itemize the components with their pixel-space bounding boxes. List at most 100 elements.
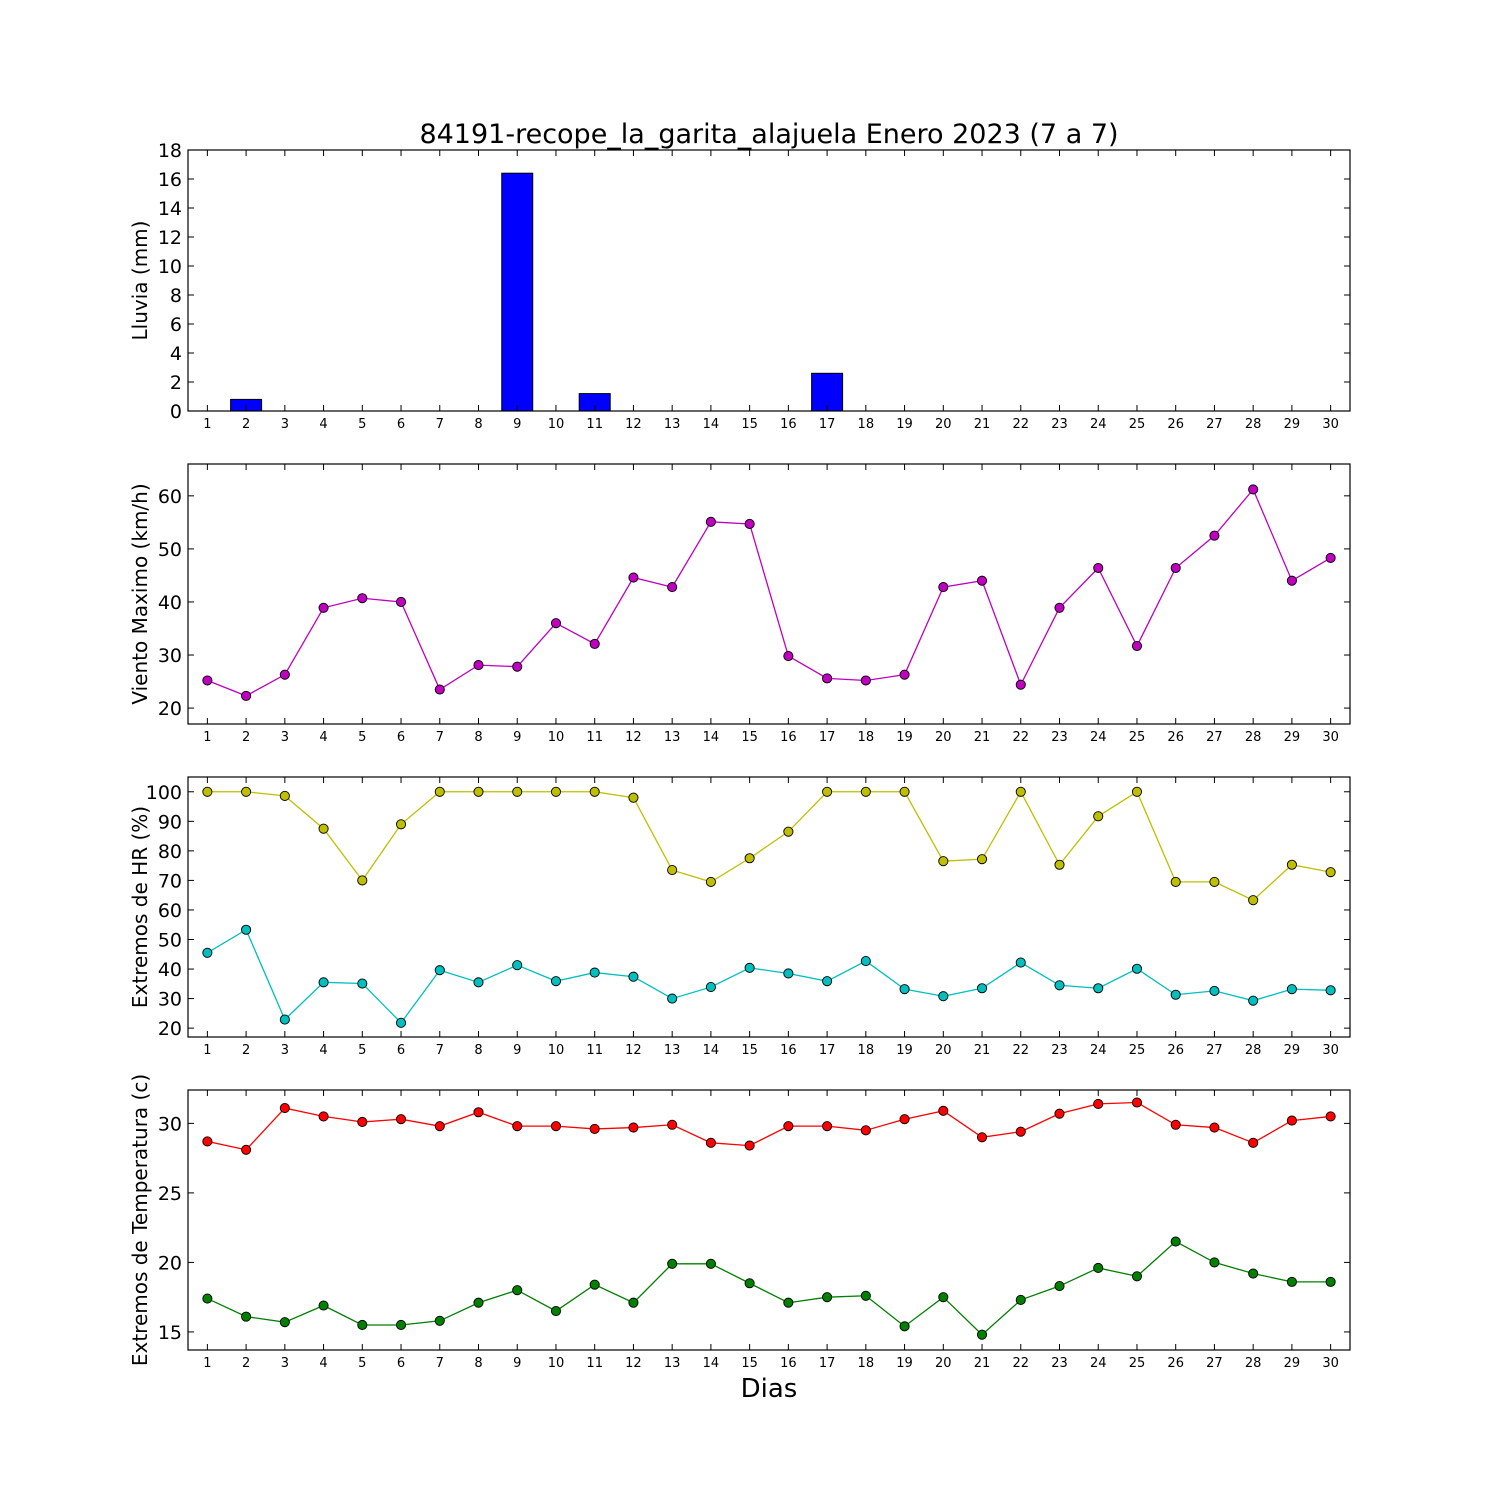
ytick-label: 20 <box>158 1252 182 1274</box>
xtick-label: 28 <box>1245 730 1262 745</box>
xtick-label: 16 <box>780 417 797 432</box>
xtick-label: 30 <box>1322 1043 1339 1058</box>
xtick-label: 10 <box>548 417 565 432</box>
xtick-label: 22 <box>1012 1043 1029 1058</box>
xtick-label: 11 <box>586 1356 603 1371</box>
ytick-label: 50 <box>158 539 182 561</box>
point-day-8 <box>473 1297 484 1308</box>
point-day-8 <box>473 786 484 797</box>
point-day-5 <box>357 593 368 604</box>
series-line <box>207 1240 1331 1336</box>
point-day-9 <box>512 1121 523 1132</box>
xtick-label: 10 <box>548 1356 565 1371</box>
point-day-28 <box>1248 484 1259 495</box>
ytick-label: 60 <box>158 486 182 508</box>
xtick-label: 17 <box>819 730 836 745</box>
xtick-label: 6 <box>397 730 405 745</box>
point-day-15 <box>744 1140 755 1151</box>
xtick-label: 19 <box>896 1043 913 1058</box>
ytick-label: 30 <box>158 1113 182 1135</box>
point-day-14 <box>705 1258 716 1269</box>
point-day-17 <box>822 1292 833 1303</box>
point-day-28 <box>1248 895 1259 906</box>
point-day-10 <box>550 1121 562 1132</box>
ytick-label: 15 <box>158 1322 182 1344</box>
series-line <box>207 488 1331 697</box>
ytick-label: 4 <box>170 343 182 365</box>
point-day-4 <box>318 602 329 613</box>
xtick-label: 12 <box>625 730 642 745</box>
point-day-20 <box>938 856 949 867</box>
x-axis-label: Dias <box>741 1374 798 1404</box>
point-day-26 <box>1170 1236 1181 1247</box>
xtick-label: 24 <box>1090 1043 1107 1058</box>
ytick-label: 80 <box>158 841 182 863</box>
xtick-label: 14 <box>703 1356 720 1371</box>
point-day-9 <box>512 786 523 797</box>
xtick-label: 18 <box>858 1043 875 1058</box>
point-day-15 <box>744 962 755 973</box>
point-day-7 <box>434 786 445 797</box>
point-day-21 <box>976 1329 988 1340</box>
xtick-label: 30 <box>1322 730 1339 745</box>
xtick-label: 2 <box>242 730 250 745</box>
point-day-28 <box>1248 1137 1259 1148</box>
xtick-label: 13 <box>664 730 681 745</box>
point-day-9 <box>512 1285 523 1296</box>
xtick-label: 8 <box>474 1043 482 1058</box>
series-3-1 <box>202 786 1336 906</box>
xtick-label: 25 <box>1129 1043 1146 1058</box>
point-day-30 <box>1325 985 1336 996</box>
point-day-3 <box>279 669 290 680</box>
point-day-21 <box>976 1132 988 1143</box>
chart-title: 84191-recope_la_garita_alajuela Enero 20… <box>419 119 1118 150</box>
point-day-28 <box>1248 1268 1259 1279</box>
xtick-label: 8 <box>474 417 482 432</box>
point-day-13 <box>667 1119 678 1130</box>
xtick-label: 9 <box>513 417 521 432</box>
point-day-4 <box>318 823 329 834</box>
series-line <box>207 1101 1331 1151</box>
point-day-19 <box>899 786 910 797</box>
xtick-label: 21 <box>974 730 991 745</box>
xtick-label: 9 <box>513 730 521 745</box>
point-day-16 <box>783 826 794 837</box>
point-day-26 <box>1170 562 1181 574</box>
xtick-label: 24 <box>1090 1356 1107 1371</box>
point-day-21 <box>976 983 988 994</box>
point-day-30 <box>1325 552 1336 563</box>
xtick-label: 30 <box>1322 417 1339 432</box>
point-day-14 <box>705 1137 716 1148</box>
xtick-label: 26 <box>1167 1356 1184 1371</box>
point-day-18 <box>860 1125 871 1136</box>
point-day-29 <box>1286 1276 1297 1287</box>
xtick-label: 6 <box>397 1356 405 1371</box>
point-day-6 <box>395 1114 407 1125</box>
xtick-label: 19 <box>896 730 913 745</box>
point-day-14 <box>705 982 716 993</box>
point-day-30 <box>1325 867 1336 878</box>
ytick-label: 25 <box>158 1183 182 1205</box>
xtick-label: 7 <box>436 417 444 432</box>
point-day-10 <box>550 976 562 987</box>
y-axis-label: Lluvia (mm) <box>128 221 152 341</box>
xtick-label: 17 <box>819 1356 836 1371</box>
xtick-label: 7 <box>436 1043 444 1058</box>
point-day-23 <box>1054 859 1065 870</box>
point-day-24 <box>1093 983 1104 994</box>
ytick-label: 16 <box>158 169 182 191</box>
xtick-label: 5 <box>358 1043 366 1058</box>
xtick-label: 27 <box>1206 417 1223 432</box>
ytick-label: 50 <box>158 930 182 952</box>
ytick-label: 30 <box>158 989 182 1011</box>
point-day-11 <box>589 786 600 797</box>
point-day-5 <box>357 1319 368 1331</box>
xtick-label: 2 <box>242 1043 250 1058</box>
xtick-label: 27 <box>1206 730 1223 745</box>
point-day-11 <box>589 1123 600 1134</box>
axes-frame <box>187 463 1351 725</box>
xtick-label: 24 <box>1090 730 1107 745</box>
xtick-label: 12 <box>625 417 642 432</box>
xtick-label: 29 <box>1284 730 1301 745</box>
